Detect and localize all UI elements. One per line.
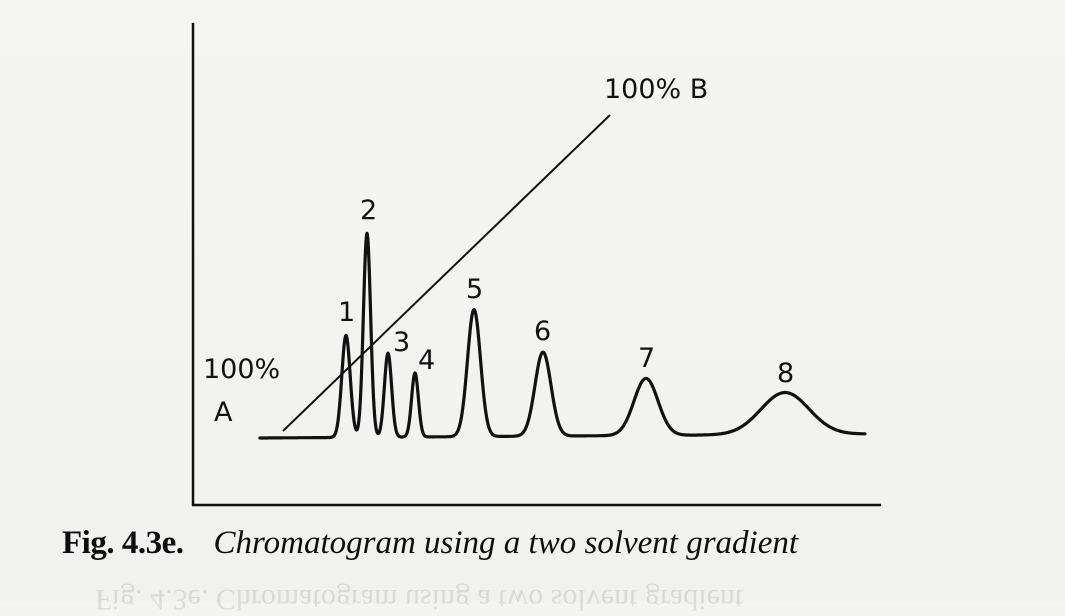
peak-label-2: 2 <box>360 195 377 226</box>
figure-caption: Fig. 4.3e. Chromatogram using a two solve… <box>62 525 798 562</box>
figure-title: Chromatogram using a two solvent gradien… <box>213 525 799 561</box>
reverse-caption-bleed-through: Fig. 4.3e. Chromatogram using a two solv… <box>95 583 744 616</box>
peak-label-1: 1 <box>338 297 355 328</box>
gradient-start-label-percent: 100% <box>203 354 280 385</box>
peak-label-3: 3 <box>393 327 410 358</box>
gradient-end-label: 100% B <box>604 74 708 105</box>
peak-label-8: 8 <box>777 358 794 389</box>
chromatogram-trace <box>258 231 867 440</box>
figure-number: Fig. 4.3e. <box>62 525 184 561</box>
peak-label-6: 6 <box>534 316 551 347</box>
gradient-start-label-solvent: A <box>214 397 233 428</box>
peak-label-7: 7 <box>638 343 655 374</box>
page-background <box>0 0 1065 602</box>
peak-label-5: 5 <box>466 274 483 305</box>
peak-label-4: 4 <box>418 345 435 376</box>
gradient-line <box>282 114 611 432</box>
chromatogram-chart: 100% A 100% B 1 2 3 4 5 6 7 8 <box>191 23 881 507</box>
